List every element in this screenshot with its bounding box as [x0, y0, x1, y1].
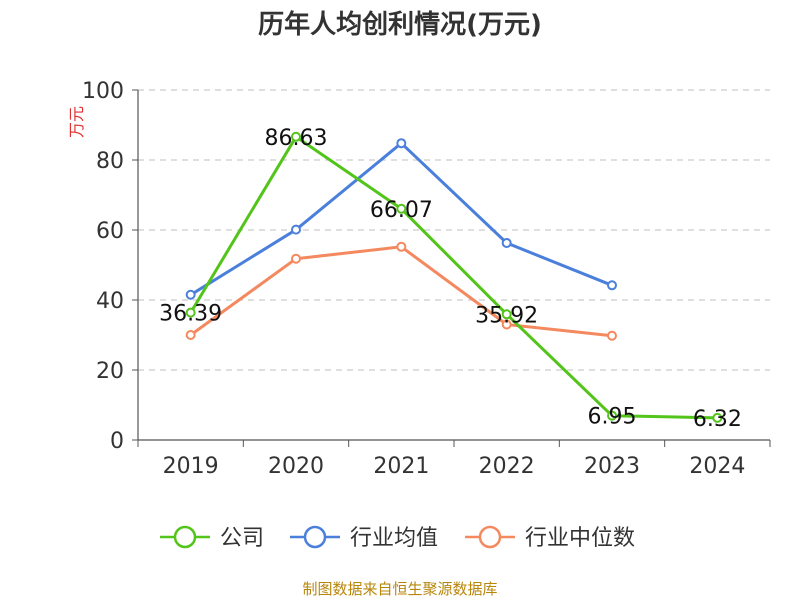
data-label: 86.63: [265, 126, 328, 151]
y-tick-label: 20: [96, 359, 124, 384]
y-tick-label: 100: [82, 79, 124, 104]
source-note: 制图数据来自恒生聚源数据库: [302, 580, 498, 598]
legend-label: 公司: [220, 526, 264, 551]
data-point: [501, 309, 512, 320]
x-tick-label: 2024: [689, 454, 745, 479]
data-point: [607, 330, 617, 341]
y-tick-label: 40: [96, 289, 124, 314]
y-tick-label: 60: [96, 219, 124, 244]
data-point: [396, 203, 407, 214]
legend-marker: [478, 525, 502, 549]
data-point: [291, 224, 301, 235]
legend-label: 行业中位数: [525, 526, 635, 551]
data-point: [607, 280, 617, 291]
data-point: [396, 241, 407, 252]
data-label: 6.95: [588, 405, 637, 430]
legend-marker: [303, 525, 327, 549]
data-point: [607, 410, 617, 421]
x-tick-label: 2021: [373, 454, 429, 479]
data-point: [501, 237, 512, 248]
y-tick-label: 80: [96, 149, 124, 174]
data-point: [185, 330, 196, 340]
chart-title: 历年人均创利情况(万元): [258, 10, 542, 40]
data-point: [501, 319, 512, 330]
legend-label: 行业均值: [350, 526, 438, 551]
data-point: [185, 289, 196, 300]
x-tick-label: 2023: [584, 454, 640, 479]
x-tick-label: 2019: [163, 454, 219, 479]
x-tick-label: 2022: [479, 454, 535, 479]
data-label: 6.32: [693, 407, 742, 432]
data-point: [291, 253, 301, 264]
data-label: 66.07: [370, 198, 433, 223]
data-point: [396, 138, 407, 149]
series-line-1: [189, 135, 718, 420]
data-point: [185, 307, 196, 318]
y-axis-label: 万元: [67, 106, 86, 138]
data-label: 35.92: [475, 303, 538, 328]
y-tick-label: 0: [110, 429, 124, 454]
x-tick-label: 2020: [268, 454, 324, 479]
data-point: [291, 131, 301, 142]
legend-marker: [173, 525, 197, 549]
data-label: 36.39: [159, 302, 222, 327]
data-point: [712, 412, 723, 423]
